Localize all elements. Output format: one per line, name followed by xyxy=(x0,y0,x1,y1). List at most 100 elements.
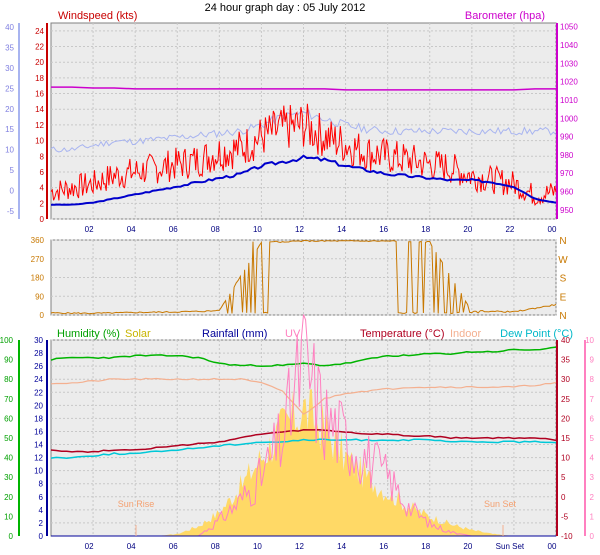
graph-title: 24 hour graph day : 05 July 2012 xyxy=(205,2,366,14)
outer-speed-tick-label: 25 xyxy=(5,84,14,93)
windspeed-tick-label: 10 xyxy=(35,137,44,146)
uv-tick-label: 9 xyxy=(590,356,595,365)
solar-series xyxy=(51,389,556,536)
windspeed-tick-label: 16 xyxy=(35,90,44,99)
humidity-legend: Humidity (%) xyxy=(57,328,120,340)
rainfall-tick-label: 18 xyxy=(34,414,43,423)
temperature-legend: Temperature (°C) xyxy=(360,328,444,340)
windspeed-tick-label: 8 xyxy=(40,152,45,161)
outer-speed-tick-label: 15 xyxy=(5,125,14,134)
climate-time-label: Sun Set xyxy=(496,542,525,551)
rainfall-tick-label: 8 xyxy=(39,480,44,489)
wind-time-label: 08 xyxy=(211,225,220,234)
temperature-tick-label: 5 xyxy=(561,473,566,482)
climate-time-label: 10 xyxy=(253,542,262,551)
barometer-tick-label: 1040 xyxy=(560,41,578,50)
climate-time-label: 14 xyxy=(337,542,346,551)
barometer-tick-label: 1050 xyxy=(560,23,578,32)
climate-time-label: 04 xyxy=(127,542,136,551)
outer-speed-tick-label: 35 xyxy=(5,44,14,53)
wind-time-label: 10 xyxy=(253,225,262,234)
uv-tick-label: 5 xyxy=(590,434,595,443)
uv-tick-label: 6 xyxy=(590,414,595,423)
uv-tick-label: 7 xyxy=(590,395,595,404)
temperature-tick-label: 0 xyxy=(561,493,566,502)
temperature-tick-label: 40 xyxy=(561,336,570,345)
wind-direction-line xyxy=(50,239,557,315)
temperature-tick-label: 10 xyxy=(561,454,570,463)
windspeed-tick-label: 14 xyxy=(35,105,44,114)
climate-time-label: 18 xyxy=(421,542,430,551)
outer-speed-tick-label: 30 xyxy=(5,64,14,73)
uv-tick-label: 3 xyxy=(590,473,595,482)
climate-time-label: 06 xyxy=(169,542,178,551)
climate-series xyxy=(50,314,557,537)
direction-tick-label: 180 xyxy=(31,274,45,283)
rainfall-tick-label: 16 xyxy=(34,427,43,436)
uv-tick-label: 8 xyxy=(590,375,595,384)
barometer-tick-label: 1010 xyxy=(560,96,578,105)
humidity-tick-label: 50 xyxy=(4,434,13,443)
dewpoint-line xyxy=(50,438,557,459)
wind-time-label: 22 xyxy=(505,225,514,234)
climate-time-label: 00 xyxy=(548,542,557,551)
humidity-tick-label: 90 xyxy=(4,356,13,365)
humidity-line xyxy=(50,346,557,367)
humidity-tick-label: 80 xyxy=(4,375,13,384)
climate-time-label: 02 xyxy=(85,542,94,551)
rainfall-legend: Rainfall (mm) xyxy=(202,328,267,340)
outer-speed-tick-label: 10 xyxy=(5,146,14,155)
humidity-tick-label: 0 xyxy=(9,532,14,541)
cardinal-label: W xyxy=(558,255,568,266)
temperature-tick-label: 15 xyxy=(561,434,570,443)
rainfall-tick-label: 2 xyxy=(39,519,44,528)
temperature-tick-label: 25 xyxy=(561,395,570,404)
climate-time-label: 20 xyxy=(463,542,472,551)
wind-time-label: 12 xyxy=(295,225,304,234)
barometer-tick-label: 950 xyxy=(560,206,574,215)
wind-time-label: 02 xyxy=(85,225,94,234)
outer-speed-axis: 40 35 30 25 20 15 10 5 0 -5 xyxy=(5,23,20,219)
barometer-tick-label: 960 xyxy=(560,188,574,197)
barometer-line xyxy=(51,86,556,91)
windspeed-tick-label: 20 xyxy=(35,58,44,67)
direction-tick-label: 0 xyxy=(40,311,45,320)
wind-time-axis: 02 04 06 08 10 12 14 16 18 20 22 00 xyxy=(85,225,557,234)
windspeed-tick-label: 6 xyxy=(40,168,45,177)
climate-time-axis: 02 04 06 08 10 12 14 16 18 20 Sun Set 00 xyxy=(85,542,557,551)
indoor-legend: Indoor xyxy=(450,328,482,340)
climate-time-label: 08 xyxy=(211,542,220,551)
cardinal-label: N xyxy=(559,236,566,247)
barometer-tick-label: 990 xyxy=(560,133,574,142)
rainfall-tick-label: 14 xyxy=(34,441,43,450)
uv-tick-label: 1 xyxy=(590,512,595,521)
rainfall-tick-label: 12 xyxy=(34,454,43,463)
direction-tick-label: 360 xyxy=(31,236,45,245)
rainfall-tick-label: 0 xyxy=(39,532,44,541)
windspeed-tick-label: 22 xyxy=(35,43,44,52)
wind-series xyxy=(50,86,557,207)
temperature-tick-label: -10 xyxy=(561,532,573,541)
dewpoint-legend: Dew Point (°C) xyxy=(500,328,573,340)
windspeed-tick-label: 18 xyxy=(35,74,44,83)
windspeed-tick-label: 2 xyxy=(40,199,45,208)
temperature-line xyxy=(50,429,557,453)
outer-speed-tick-label: 0 xyxy=(10,186,15,195)
barometer-legend: Barometer (hpa) xyxy=(465,10,545,22)
windspeed-tick-label: 0 xyxy=(40,215,45,224)
windspeed-line xyxy=(50,103,557,207)
wind-time-label: 18 xyxy=(421,225,430,234)
rainfall-tick-label: 28 xyxy=(34,349,43,358)
temperature-tick-label: -5 xyxy=(561,512,569,521)
rainfall-tick-label: 26 xyxy=(34,362,43,371)
sunrise-label: Sun Rise xyxy=(118,499,155,509)
humidity-tick-label: 70 xyxy=(4,395,13,404)
windspeed-tick-label: 12 xyxy=(35,121,44,130)
humidity-tick-label: 10 xyxy=(4,512,13,521)
cardinal-label: N xyxy=(559,311,566,322)
windspeed-tick-label: 24 xyxy=(35,27,44,36)
